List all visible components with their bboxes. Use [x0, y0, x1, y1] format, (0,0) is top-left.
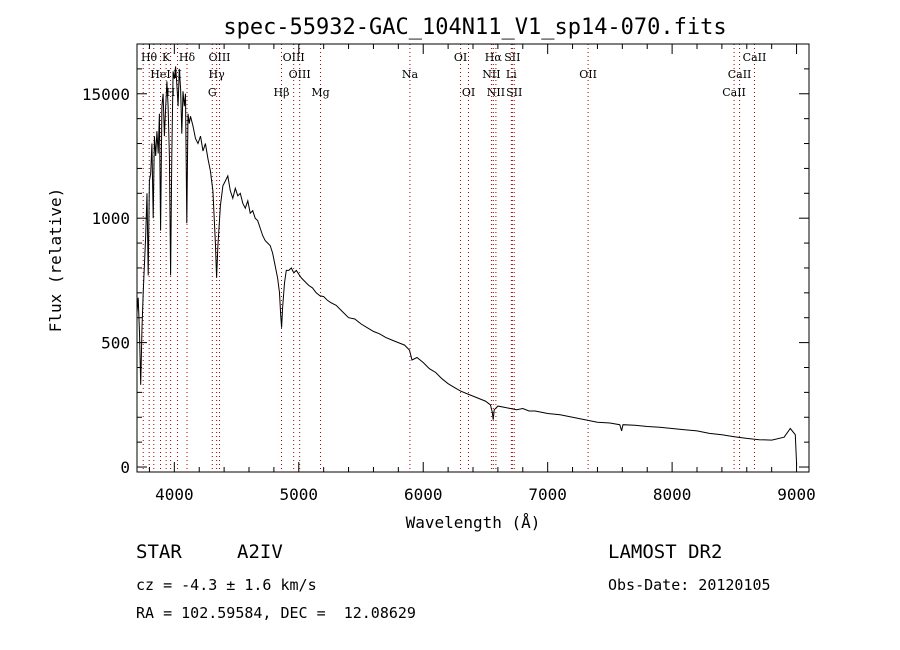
redshift-text: cz = -4.3 ± 1.6 km/s: [136, 576, 317, 594]
marker-label: Hγ: [209, 68, 226, 81]
marker-label: Hβ: [274, 86, 290, 99]
marker-label: OI: [462, 86, 475, 99]
marker-label: HeI: [150, 68, 170, 81]
x-axis-ticks: 4000 5000 6000 7000 8000 9000: [148, 44, 816, 504]
object-subclass: A2IV: [237, 541, 283, 563]
marker-label: NII: [487, 86, 505, 99]
x-tick-label: 5000: [280, 485, 319, 504]
marker-label: Hδ: [179, 51, 196, 64]
marker-label: Hθ: [141, 51, 158, 64]
marker-label: H: [166, 86, 176, 99]
marker-label: OII: [579, 68, 597, 81]
y-tick-label: 500: [101, 334, 130, 353]
marker-label: CaII: [722, 86, 746, 99]
y-tick-label: 15000: [82, 85, 130, 104]
marker-label: OIII: [289, 68, 311, 81]
marker-label: CaII: [743, 51, 767, 64]
marker-label: OIII: [208, 51, 230, 64]
marker-label: Li: [506, 68, 517, 81]
object-class: STAR: [136, 541, 182, 563]
marker-label: SII: [504, 51, 520, 64]
marker-label: II: [173, 68, 182, 81]
marker-label: Hα: [485, 51, 503, 64]
marker-label: SII: [506, 86, 522, 99]
survey-name: LAMOST DR2: [608, 541, 723, 563]
ra-dec-text: RA = 102.59584, DEC = 12.08629: [136, 604, 416, 622]
y-tick-label: 0: [120, 458, 130, 477]
obs-date-text: Obs-Date: 20120105: [608, 576, 771, 594]
chart-title: spec-55932-GAC_104N11_V1_sp14-070.fits: [223, 15, 726, 40]
plot-frame: [136, 43, 810, 473]
marker-label: NII: [482, 68, 500, 81]
x-axis-label: Wavelength (Å): [406, 513, 541, 532]
y-tick-label: 1000: [91, 209, 130, 228]
x-tick-label: 9000: [777, 485, 816, 504]
y-axis-label: Flux (relative): [46, 188, 65, 333]
marker-label: K: [162, 51, 171, 64]
marker-label: Mg: [311, 86, 329, 99]
spectrum-line: [136, 66, 798, 465]
x-tick-label: 8000: [653, 485, 692, 504]
marker-label: Na: [402, 68, 419, 81]
x-tick-label: 7000: [528, 485, 567, 504]
marker-label: G: [208, 86, 217, 99]
x-tick-label: 4000: [155, 485, 194, 504]
x-tick-label: 6000: [404, 485, 443, 504]
marker-label: CaII: [728, 68, 752, 81]
marker-label: OIII: [283, 51, 305, 64]
marker-label: OI: [454, 51, 467, 64]
marker-lines-group: [142, 44, 755, 472]
y-axis-ticks: 0 500 1000 15000: [82, 68, 809, 477]
